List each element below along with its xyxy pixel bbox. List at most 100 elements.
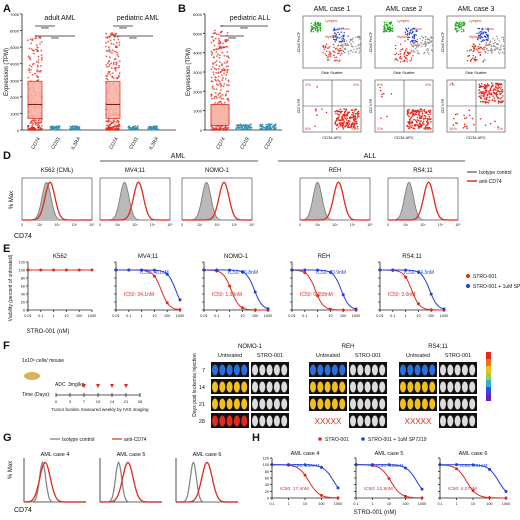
panel-c-event xyxy=(313,27,315,29)
panel-h-ic50-blue: IC50: 485nM xyxy=(376,463,403,469)
panel-c-event xyxy=(412,55,414,57)
panel-c-event xyxy=(413,125,416,127)
panel-b-point xyxy=(266,127,268,130)
panel-a-point xyxy=(31,39,34,42)
panel-letter-d: D xyxy=(3,150,11,162)
panel-f-mouse-signal xyxy=(226,381,233,393)
panel-d-ylabel: % Max xyxy=(9,191,15,209)
panel-c-event xyxy=(413,127,416,130)
panel-h-sp-curve-point xyxy=(354,463,358,467)
panel-c-event xyxy=(342,27,345,29)
panel-c-event xyxy=(421,45,423,48)
panel-a-point xyxy=(58,128,61,131)
panel-c-event xyxy=(400,53,402,55)
panel-b-point xyxy=(226,128,229,131)
panel-b-point xyxy=(218,43,221,45)
panel-c-event xyxy=(351,114,353,116)
panel-b-point xyxy=(239,123,242,126)
panel-f-model-name: NOMO-1 xyxy=(238,344,263,350)
panel-c-event xyxy=(338,126,340,128)
panel-c-event xyxy=(461,24,463,26)
panel-c-ylabel: CD74 PE xyxy=(369,98,373,113)
panel-b-point xyxy=(218,39,221,42)
panel-c-event xyxy=(416,51,419,54)
panel-a-point xyxy=(37,126,39,129)
panel-b-ytick-label: 4000 xyxy=(193,51,203,56)
panel-c-event xyxy=(379,89,382,92)
panel-f-mouse-signal xyxy=(461,398,468,410)
panel-f-mouse-signal xyxy=(241,364,248,376)
panel-c-event xyxy=(350,123,353,126)
panel-h-stro-curve-point xyxy=(303,473,307,477)
panel-c-event xyxy=(504,49,506,51)
panel-b-point xyxy=(210,128,213,131)
panel-e-xtick-label: 10 xyxy=(328,314,332,318)
panel-a-point xyxy=(40,41,43,43)
panel-f-mouse-signal xyxy=(317,398,324,410)
panel-c-event xyxy=(341,36,344,38)
panel-c-event xyxy=(348,126,351,129)
panel-h-stro-curve xyxy=(272,464,338,499)
panel-a-group-title: adult AML xyxy=(44,15,75,22)
panel-b-point xyxy=(221,42,224,45)
panel-b-point xyxy=(249,127,251,129)
panel-a-point xyxy=(41,56,43,59)
panel-b-sig: **** xyxy=(228,37,236,43)
panel-a-point xyxy=(34,128,37,131)
panel-b-point xyxy=(217,79,219,82)
panel-c-event xyxy=(335,56,338,58)
panel-b-point xyxy=(212,32,215,35)
panel-c-event xyxy=(496,95,498,98)
panel-c-event xyxy=(348,41,351,43)
panel-c-event xyxy=(340,49,343,52)
panel-e-ic50-red: IC50: 1.33nM xyxy=(212,292,242,298)
panel-f-mouse-signal xyxy=(454,398,461,410)
panel-a-point xyxy=(36,66,39,68)
panel-c-event xyxy=(352,37,354,39)
panel-a-ytick-label: 7000 xyxy=(10,12,20,17)
panel-c-event xyxy=(476,59,478,61)
panel-f-mouse-signal xyxy=(339,364,346,376)
panel-letter-e: E xyxy=(3,243,11,255)
panel-b-point xyxy=(213,48,216,51)
panel-e-sp-curve-point xyxy=(266,307,270,311)
panel-c-event xyxy=(356,117,358,119)
panel-b-point xyxy=(269,125,271,128)
panel-c-event xyxy=(458,22,461,25)
panel-f-mouse-signal xyxy=(317,381,324,393)
panel-b-point xyxy=(239,127,241,129)
panel-a-ytick-label: 5000 xyxy=(10,45,20,50)
panel-c-event xyxy=(400,58,403,60)
panel-f-mouse-signal xyxy=(461,381,468,393)
panel-e-sp-curve-point xyxy=(429,292,433,296)
panel-c-event xyxy=(314,108,317,110)
panel-c-event xyxy=(480,95,482,97)
panel-c-event xyxy=(488,90,490,92)
panel-b-point xyxy=(210,41,213,44)
panel-c-event xyxy=(485,90,488,93)
panel-a-point xyxy=(114,45,117,47)
panel-h-sp-curve-point xyxy=(287,463,290,467)
panel-b-point xyxy=(217,102,219,105)
panel-c-event xyxy=(357,45,359,47)
panel-c-event xyxy=(339,54,342,56)
panel-c-event xyxy=(343,35,345,38)
panel-c-event xyxy=(358,35,360,37)
panel-h-sp-curve-point xyxy=(270,463,274,467)
panel-c-event xyxy=(484,124,487,127)
panel-c-event xyxy=(338,41,341,43)
panel-a-point xyxy=(118,75,120,78)
panel-c-event xyxy=(349,49,352,52)
panel-a-point xyxy=(37,59,40,61)
panel-b-box xyxy=(210,104,230,126)
panel-f-mouse-signal xyxy=(252,398,258,410)
panel-c-event xyxy=(460,28,463,30)
panel-h-sp-curve-point xyxy=(438,463,442,467)
panel-b-point xyxy=(238,124,240,127)
panel-b-point xyxy=(226,51,229,53)
panel-f-mouse-signal xyxy=(440,415,446,427)
panel-a-point xyxy=(105,128,108,131)
panel-a-point xyxy=(114,124,116,126)
panel-c-event xyxy=(482,85,485,88)
panel-e-sp-curve-point xyxy=(114,268,118,272)
